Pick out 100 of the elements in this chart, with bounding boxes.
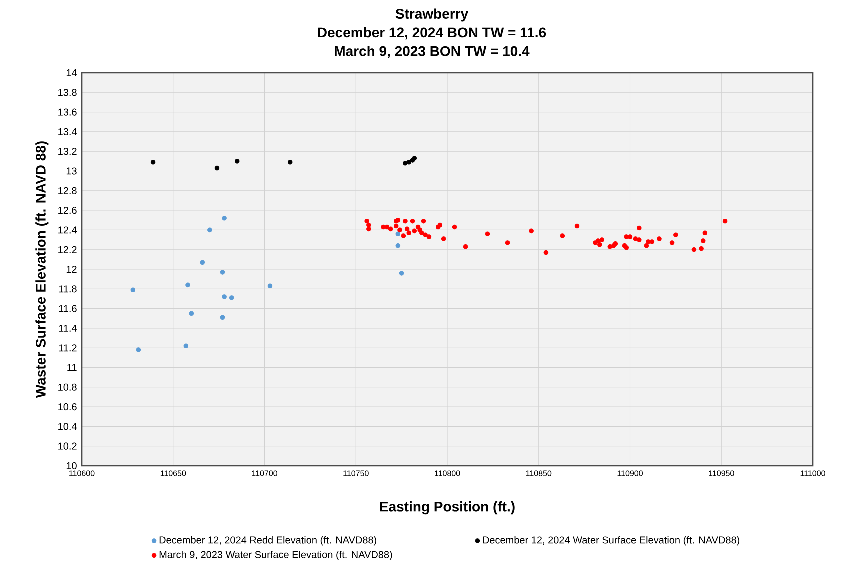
point bbox=[452, 224, 458, 230]
x-tick-label: 111000 bbox=[800, 470, 826, 476]
point bbox=[394, 224, 399, 229]
y-tick-label: 12.8 bbox=[58, 187, 77, 194]
y-tick-label: 10 bbox=[66, 462, 77, 470]
point bbox=[670, 240, 675, 246]
point bbox=[423, 232, 428, 238]
point bbox=[220, 315, 226, 320]
y-axis-title: Waster Surface Elevation (ft. NAVD 88) bbox=[36, 142, 49, 398]
y-tick-label: 11.2 bbox=[59, 344, 77, 352]
point bbox=[222, 294, 227, 300]
point bbox=[403, 160, 408, 166]
point bbox=[692, 247, 697, 252]
point bbox=[220, 270, 226, 275]
chart-title: Strawberry bbox=[396, 8, 468, 22]
chart-subtitle: December 12, 2024 BON TW = 11.6 bbox=[318, 27, 546, 40]
point bbox=[596, 238, 601, 244]
y-tick-label: 13.2 bbox=[58, 148, 77, 156]
point bbox=[406, 160, 412, 165]
y-tick-label: 10.6 bbox=[58, 403, 77, 411]
point bbox=[529, 228, 534, 234]
point bbox=[544, 250, 549, 256]
point bbox=[150, 160, 156, 165]
point bbox=[366, 222, 372, 228]
point bbox=[624, 234, 629, 240]
point bbox=[268, 284, 273, 289]
y-tick-label: 13 bbox=[66, 168, 77, 175]
point bbox=[184, 344, 189, 349]
point bbox=[420, 230, 424, 236]
point bbox=[702, 230, 708, 236]
point bbox=[396, 232, 401, 237]
point bbox=[288, 160, 293, 165]
point bbox=[222, 216, 227, 221]
x-tick-label: 110800 bbox=[435, 470, 460, 476]
x-tick-label: 110900 bbox=[618, 470, 643, 476]
text: March 9, 2023 BON TW = 10.4 bbox=[335, 46, 530, 58]
point bbox=[485, 232, 490, 237]
point bbox=[598, 242, 602, 248]
point bbox=[657, 236, 662, 242]
point bbox=[364, 218, 370, 224]
point bbox=[186, 282, 190, 288]
y-tick-label: 11.6 bbox=[59, 305, 77, 312]
legend-label: March 9, 2023 Water Surface Elevation (ft. NAVD88) bbox=[160, 551, 392, 560]
point bbox=[366, 226, 372, 232]
point bbox=[674, 232, 678, 238]
point bbox=[200, 260, 206, 266]
point bbox=[699, 246, 704, 252]
point bbox=[608, 244, 613, 250]
point bbox=[636, 238, 642, 242]
y-tick-label: 13.4 bbox=[58, 128, 77, 136]
y-tick-label: 12 bbox=[66, 266, 77, 273]
point bbox=[136, 348, 142, 352]
y-tick-label: 11 bbox=[68, 364, 77, 372]
point bbox=[636, 226, 642, 231]
point bbox=[633, 236, 638, 242]
y-tick-label: 11.4 bbox=[59, 325, 78, 332]
y-tick-label: 13.6 bbox=[58, 108, 77, 116]
point bbox=[574, 224, 580, 229]
point bbox=[421, 218, 426, 224]
y-tick-label: 12.6 bbox=[58, 207, 77, 214]
point bbox=[399, 271, 404, 276]
y-tick-label: 12.4 bbox=[58, 226, 77, 234]
x-tick-label: 110750 bbox=[344, 470, 369, 476]
point bbox=[463, 244, 468, 250]
point bbox=[650, 240, 655, 244]
point bbox=[234, 159, 240, 164]
point bbox=[410, 218, 416, 224]
x-tick-label: 110650 bbox=[160, 470, 186, 476]
x-tick-label: 110600 bbox=[70, 470, 95, 476]
point bbox=[644, 244, 650, 248]
point bbox=[700, 238, 706, 244]
point bbox=[404, 226, 410, 232]
point bbox=[560, 234, 566, 238]
point bbox=[384, 224, 390, 230]
point bbox=[130, 288, 136, 293]
x-tick-label: 110950 bbox=[709, 470, 734, 476]
x-tick-label: 110700 bbox=[252, 470, 278, 476]
point bbox=[406, 230, 412, 236]
point bbox=[412, 228, 418, 234]
point bbox=[214, 166, 220, 171]
y-tick-label: 12.2 bbox=[58, 246, 77, 254]
point bbox=[600, 238, 605, 242]
point bbox=[646, 240, 651, 244]
point bbox=[722, 218, 728, 224]
y-tick-label: 10.4 bbox=[58, 423, 77, 430]
point bbox=[208, 228, 212, 233]
point bbox=[398, 228, 402, 233]
x-axis-title: Easting Position (ft.) bbox=[380, 502, 515, 515]
legend-label: December 12, 2024 Water Surface Elevation (ft. NAVD88) bbox=[483, 536, 740, 546]
point bbox=[441, 236, 446, 242]
point bbox=[401, 234, 406, 238]
y-tick-label: 10.8 bbox=[58, 384, 77, 391]
point bbox=[388, 226, 394, 232]
legend-label: December 12, 2024 Redd Elevation (ft. NAVD88) bbox=[160, 536, 377, 546]
point bbox=[426, 234, 432, 240]
y-tick-label: 14 bbox=[66, 70, 77, 76]
point bbox=[403, 218, 408, 224]
y-tick-label: 10.2 bbox=[58, 442, 77, 450]
point bbox=[229, 296, 234, 300]
point bbox=[189, 311, 194, 316]
